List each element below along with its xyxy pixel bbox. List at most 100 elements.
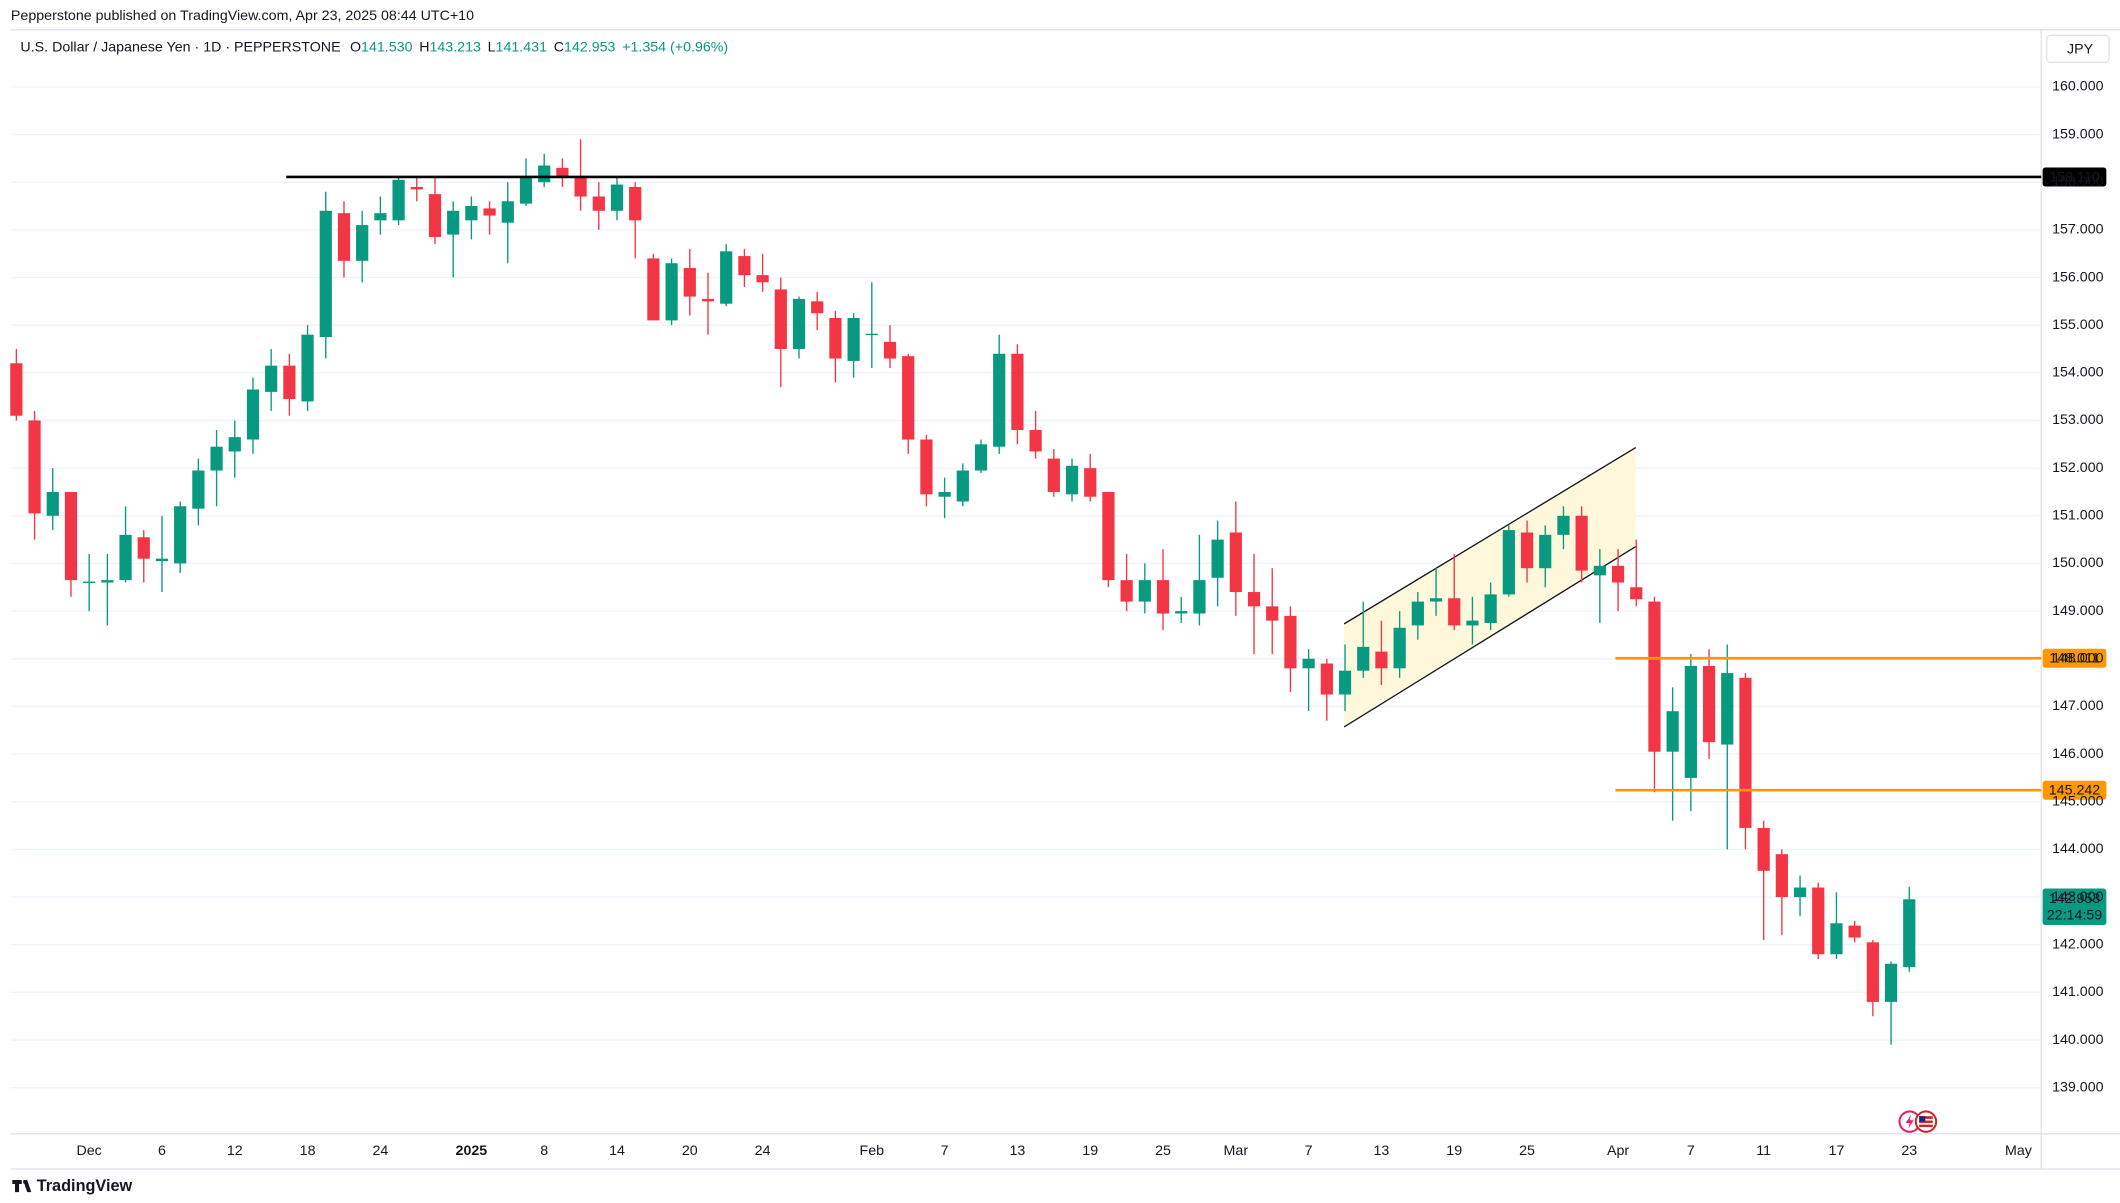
flag-stripe xyxy=(1919,1122,1933,1125)
y-tick-label: 154.000 xyxy=(2052,365,2104,381)
candle-body xyxy=(647,258,660,321)
brand: TradingView xyxy=(12,1177,133,1195)
candle-body xyxy=(1247,592,1261,607)
candle-body xyxy=(119,534,132,581)
event-icons xyxy=(1898,1110,1938,1133)
candle-body xyxy=(1793,887,1807,898)
x-tick-label: 25 xyxy=(1519,1143,1535,1159)
currency-label[interactable]: JPY xyxy=(2067,41,2094,57)
candle-body xyxy=(1065,465,1079,495)
candle-body xyxy=(83,581,96,583)
candle-body xyxy=(1357,646,1370,671)
y-tick-label: 159.000 xyxy=(2052,126,2104,142)
candle-body xyxy=(792,298,806,349)
candle-body xyxy=(1702,665,1716,743)
channel-lower xyxy=(1343,545,1637,728)
last-price-label: 142.953 xyxy=(2049,891,2101,907)
y-tick-label: 150.000 xyxy=(2052,555,2104,571)
candle-body xyxy=(865,333,878,336)
candle-body xyxy=(428,194,442,237)
y-tick-label: 157.000 xyxy=(2052,222,2104,238)
candle-body xyxy=(902,356,915,440)
legend-value: 142.953 xyxy=(564,39,616,55)
candle-body xyxy=(1047,458,1060,492)
x-tick-label: Feb xyxy=(860,1143,885,1159)
y-tick-label: 141.000 xyxy=(2052,984,2104,1000)
channel-upper xyxy=(1343,446,1637,625)
level-badge xyxy=(2042,780,2107,800)
candle-body xyxy=(738,256,751,276)
candle-body xyxy=(10,363,23,416)
candle-body xyxy=(1375,651,1388,669)
candle-body xyxy=(610,184,624,211)
x-tick-label: 14 xyxy=(609,1143,625,1159)
x-tick-label: 12 xyxy=(227,1143,243,1159)
x-tick-label: 19 xyxy=(1446,1143,1462,1159)
candle-body xyxy=(1903,899,1916,968)
legend-value: 141.431 xyxy=(496,39,548,55)
candle-body xyxy=(1830,923,1843,955)
candle-body xyxy=(720,251,733,304)
candle-body xyxy=(1120,580,1133,602)
flag-stripe xyxy=(1919,1118,1933,1121)
candle-body xyxy=(1848,925,1861,938)
x-tick-label: 25 xyxy=(1155,1143,1171,1159)
y-tick-label: 146.000 xyxy=(2052,746,2104,762)
y-tick-label: 156.000 xyxy=(2052,269,2104,285)
candle-body xyxy=(465,206,478,221)
candle-body xyxy=(28,420,41,514)
candle-body xyxy=(938,491,951,497)
candle-body xyxy=(1138,580,1151,602)
y-tick-label: 152.000 xyxy=(2052,460,2104,476)
x-tick-label: 2025 xyxy=(456,1143,488,1159)
candle-body xyxy=(1721,673,1734,745)
candle-body xyxy=(574,177,587,197)
candle-body xyxy=(1029,430,1042,452)
x-tick-label: 20 xyxy=(682,1143,698,1159)
last-price-badge xyxy=(2042,888,2107,926)
candle-body xyxy=(974,444,988,471)
candle-body xyxy=(501,201,514,223)
legend-change: +1.354 (+0.96%) xyxy=(622,39,728,55)
legend-key: H xyxy=(419,39,429,55)
candle-body xyxy=(374,213,387,221)
candle-body xyxy=(519,177,533,204)
x-tick-label: 24 xyxy=(755,1143,771,1159)
candle-body xyxy=(1775,854,1788,898)
candle-body xyxy=(683,267,696,297)
candle-body xyxy=(1575,515,1588,571)
candle-body xyxy=(1739,677,1752,828)
legend-value: 141.530 xyxy=(361,39,413,55)
x-tick-label: 7 xyxy=(941,1143,949,1159)
candle-body xyxy=(337,213,351,261)
x-tick-label: 17 xyxy=(1829,1143,1845,1159)
x-tick-label: 7 xyxy=(1305,1143,1313,1159)
candle-body xyxy=(701,298,715,302)
candle-body xyxy=(210,446,223,471)
y-tick-label: 139.000 xyxy=(2052,1079,2104,1095)
currency-button[interactable] xyxy=(2045,34,2110,64)
x-tick-label: 13 xyxy=(1009,1143,1025,1159)
legend-value: 143.213 xyxy=(429,39,481,55)
candle-body xyxy=(1320,663,1333,695)
candle-body xyxy=(1229,532,1242,593)
y-tick-label: 158.000 xyxy=(2052,174,2104,190)
candle-body xyxy=(1302,658,1315,669)
candle-body xyxy=(883,341,897,359)
level-badge xyxy=(2042,648,2107,668)
candle-body xyxy=(847,318,860,361)
candle-body xyxy=(392,179,405,221)
candle-body xyxy=(155,558,169,562)
x-tick-label: May xyxy=(2005,1143,2033,1159)
candle-body xyxy=(1884,963,1898,1002)
x-tick-label: 11 xyxy=(1756,1143,1771,1159)
candle-body xyxy=(46,491,59,516)
candle-body xyxy=(64,491,78,581)
candle-body xyxy=(1866,942,1879,1002)
candle-body xyxy=(1520,532,1534,569)
candle-body xyxy=(629,186,642,221)
candle-body xyxy=(1557,515,1570,535)
